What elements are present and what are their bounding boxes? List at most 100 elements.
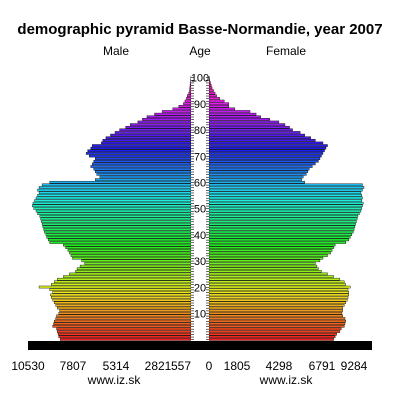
male-bar-age-41 xyxy=(44,230,192,234)
male-bar-age-33 xyxy=(69,251,192,255)
female-axis-tick-label: 1805 xyxy=(224,359,251,373)
male-bar-age-37 xyxy=(49,241,192,244)
female-bar-age-73 xyxy=(208,146,327,150)
male-bar-age-24 xyxy=(63,275,192,278)
male-bar-age-25 xyxy=(69,272,192,276)
male-bar-age-53 xyxy=(34,199,192,202)
male-axis-tick-label: 2821 xyxy=(145,359,172,373)
age-tick-label: 50 xyxy=(194,204,206,216)
female-bar-age-70 xyxy=(208,154,322,158)
male-bar-age-8 xyxy=(55,317,192,320)
male-bar-age-28 xyxy=(79,264,192,268)
female-bar-age-44 xyxy=(208,222,356,226)
male-bar-age-79 xyxy=(114,131,192,134)
female-axis-tick-label: 4298 xyxy=(266,359,293,373)
male-bar-age-61 xyxy=(95,178,192,181)
female-bar-age-12 xyxy=(208,306,343,310)
male-bar-age-59 xyxy=(41,183,192,187)
male-bar-age-0 xyxy=(60,338,192,341)
female-bar-age-37 xyxy=(208,241,346,244)
female-bar-age-52 xyxy=(208,201,364,205)
male-bar-age-44 xyxy=(41,222,192,226)
female-axis-ticks: 0 1805 4298 6791 9284 xyxy=(206,359,368,373)
female-bar-age-79 xyxy=(208,131,301,134)
male-bar-age-32 xyxy=(70,254,192,257)
female-bar-age-42 xyxy=(208,228,355,231)
female-bar-age-50 xyxy=(208,207,362,210)
male-bar-age-19 xyxy=(49,288,192,291)
female-bar-age-11 xyxy=(208,309,343,312)
male-bar-age-13 xyxy=(55,304,192,307)
male-bar-age-3 xyxy=(57,330,192,333)
female-bar-age-61 xyxy=(208,178,302,181)
female-bar-age-75 xyxy=(208,141,324,145)
male-bar-age-82 xyxy=(130,123,192,126)
male-bar-age-88 xyxy=(172,107,192,111)
female-bar-age-23 xyxy=(208,277,340,281)
female-bar-age-33 xyxy=(208,251,331,255)
male-bar-age-85 xyxy=(146,115,192,119)
male-bar-age-73 xyxy=(90,146,192,150)
male-bar-age-42 xyxy=(43,228,192,231)
male-bar-age-4 xyxy=(56,327,192,331)
age-tick-label: 40 xyxy=(194,230,206,242)
male-bar-age-93 xyxy=(186,94,192,98)
age-tick-label: 70 xyxy=(194,151,206,163)
female-bar-age-85 xyxy=(208,115,261,119)
male-bar-age-69 xyxy=(95,157,192,160)
chart-title: demographic pyramid Basse-Normandie, yea… xyxy=(17,21,382,38)
male-bar-age-96 xyxy=(189,86,192,90)
male-bar-age-6 xyxy=(53,322,192,325)
female-bar-age-21 xyxy=(208,283,346,286)
female-axis-tick-label: 0 xyxy=(206,359,213,373)
female-bar-age-41 xyxy=(208,230,354,234)
age-label: Age xyxy=(189,44,211,58)
male-bar-age-57 xyxy=(37,188,192,192)
female-bar-age-22 xyxy=(208,280,345,284)
age-tick-label: 60 xyxy=(194,177,206,189)
female-bar-age-66 xyxy=(208,165,313,168)
female-bar-age-2 xyxy=(208,332,337,336)
female-bar-age-49 xyxy=(208,209,362,213)
male-bar-age-76 xyxy=(102,139,192,142)
female-bar-age-80 xyxy=(208,128,293,132)
male-bar-age-74 xyxy=(92,144,192,147)
male-bar-age-47 xyxy=(39,215,192,218)
male-bar-age-23 xyxy=(57,277,192,281)
male-bar-age-54 xyxy=(35,196,192,200)
female-bar-age-59 xyxy=(208,183,363,187)
male-bar-age-63 xyxy=(96,173,192,176)
female-bar-age-24 xyxy=(208,275,334,278)
age-axis: 10 20 30 40 50 60 70 80 90 100 xyxy=(191,73,209,341)
male-bar-age-30 xyxy=(81,259,192,263)
male-axis-tick-label: 10530 xyxy=(11,359,45,373)
female-bar-age-72 xyxy=(208,149,325,153)
male-bar-age-9 xyxy=(56,314,192,318)
male-bar-age-65 xyxy=(93,167,192,171)
male-bar-age-2 xyxy=(57,332,192,336)
female-bar-age-81 xyxy=(208,125,290,129)
female-bar-age-57 xyxy=(208,188,363,192)
male-bar-age-62 xyxy=(99,175,192,179)
male-axis-tick-label: 557 xyxy=(171,359,191,373)
male-bar-age-64 xyxy=(95,170,192,174)
male-bar-age-67 xyxy=(92,162,192,166)
female-bar-age-83 xyxy=(208,120,280,124)
age-tick-label: 30 xyxy=(194,256,206,268)
source-right: www.iz.sk xyxy=(259,373,314,387)
female-bar-age-77 xyxy=(208,136,312,139)
female-bar-age-27 xyxy=(208,267,319,270)
male-axis-ticks: 10530 7807 5314 2821 557 xyxy=(11,359,191,373)
female-bar-age-88 xyxy=(208,107,236,111)
male-bar-age-45 xyxy=(41,220,192,223)
female-bar-age-46 xyxy=(208,217,358,221)
female-bar-age-31 xyxy=(208,256,324,260)
female-bar-age-0 xyxy=(208,338,334,341)
male-bar-age-20 xyxy=(38,285,192,289)
male-bar-age-12 xyxy=(57,306,192,310)
female-bar-age-47 xyxy=(208,215,359,218)
female-bar-age-1 xyxy=(208,335,336,339)
male-bar-age-14 xyxy=(54,301,192,305)
female-bar-age-58 xyxy=(208,186,365,189)
